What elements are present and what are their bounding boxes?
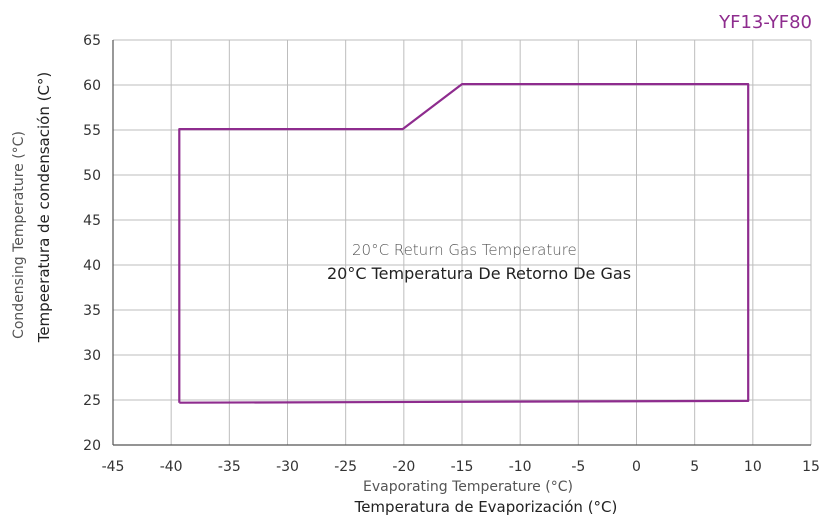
axes [112, 40, 811, 446]
y-tick-label: 55 [83, 123, 101, 139]
x-tick-label: -20 [392, 459, 415, 475]
x-tick-label: 5 [690, 459, 699, 475]
y-tick-labels: 20 25 30 35 40 45 50 55 60 65 [83, 33, 101, 454]
x-tick-label: -5 [571, 459, 585, 475]
x-axis-title-es: Temperatura de Evaporización (°C) [354, 498, 618, 516]
y-tick-label: 25 [83, 393, 101, 409]
y-axis-title-es: Tempeeratura de condensación (C°) [35, 72, 53, 344]
envelope-line [178, 82, 750, 404]
x-tick-label: -10 [509, 459, 532, 475]
series [178, 82, 750, 404]
x-tick-label: -25 [334, 459, 357, 475]
y-tick-label: 65 [83, 33, 101, 49]
y-tick-label: 50 [83, 168, 101, 184]
y-tick-label: 30 [83, 348, 101, 364]
y-tick-label: 35 [83, 303, 101, 319]
y-tick-label: 60 [83, 78, 101, 94]
x-tick-label: -45 [102, 459, 125, 475]
x-tick-label: 15 [802, 459, 820, 475]
x-tick-label: -40 [160, 459, 183, 475]
y-tick-label: 20 [83, 438, 101, 454]
annotation-en: 20°C Return Gas Temperature [352, 241, 577, 259]
y-tick-label: 45 [83, 213, 101, 229]
x-tick-label: -30 [276, 459, 299, 475]
x-tick-label: -15 [451, 459, 474, 475]
annotation-es: 20°C Temperatura De Retorno De Gas [327, 264, 631, 283]
x-tick-label: 10 [744, 459, 762, 475]
x-tick-labels: -45 -40 -35 -30 -25 -20 -15 -10 -5 0 5 10 15 [102, 459, 820, 475]
x-axis-title-en: Evaporating Temperature (°C) [363, 479, 573, 495]
y-axis-title-en: Condensing Temperature (°C) [11, 131, 27, 339]
y-tick-label: 40 [83, 258, 101, 274]
x-tick-label: 0 [632, 459, 641, 475]
x-tick-label: -35 [218, 459, 241, 475]
model-label: YF13-YF80 [718, 12, 812, 33]
